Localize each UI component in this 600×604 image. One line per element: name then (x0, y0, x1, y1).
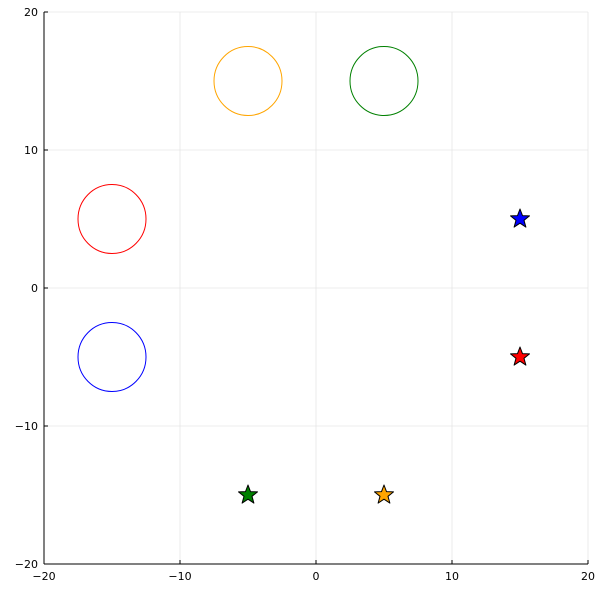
marks-layer (77, 46, 531, 504)
x-tick-label: −20 (32, 570, 55, 583)
y-tick-label: −10 (15, 420, 38, 433)
circle-mark (213, 46, 283, 116)
y-tick-label: 0 (31, 282, 38, 295)
circle-mark (77, 184, 147, 254)
star-mark (509, 208, 531, 228)
star-mark (509, 346, 531, 366)
y-tick-label: 20 (24, 6, 38, 19)
x-tick-label: 20 (581, 570, 595, 583)
star-mark (237, 484, 259, 504)
grid-layer (43, 11, 589, 565)
star-mark (373, 484, 395, 504)
y-tick-label: −20 (15, 558, 38, 571)
x-tick-label: 10 (445, 570, 459, 583)
x-tick-label: 0 (313, 570, 320, 583)
ticks-layer: −20 −10 0 10 20 −20 −10 0 10 20 (15, 6, 595, 583)
circle-mark (349, 46, 419, 116)
y-tick-label: 10 (24, 144, 38, 157)
x-tick-label: −10 (168, 570, 191, 583)
circle-mark (77, 322, 147, 392)
